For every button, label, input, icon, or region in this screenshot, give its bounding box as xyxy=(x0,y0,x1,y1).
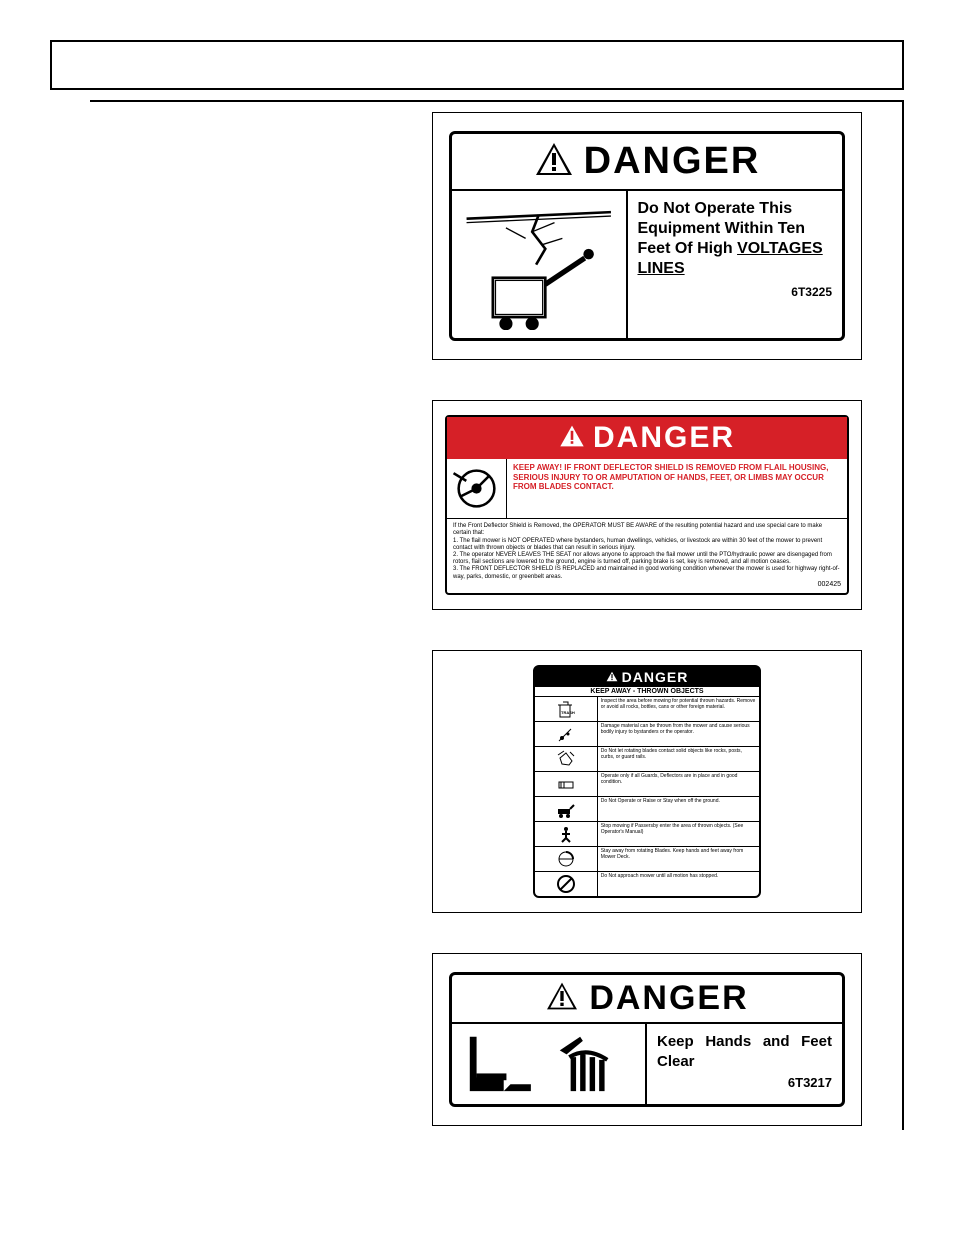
label-4-pictogram xyxy=(452,1024,647,1104)
rock-icon xyxy=(535,747,598,771)
label-3-row-4: Operate only if all Guards, Deflectors a… xyxy=(535,772,759,797)
danger-word: DANGER xyxy=(593,421,735,455)
debris-icon xyxy=(535,722,598,746)
page-header-box xyxy=(50,40,904,90)
blade-icon xyxy=(535,847,598,871)
labels-column: DANGER xyxy=(432,112,862,1126)
label-4-part-number: 6T3217 xyxy=(657,1075,832,1092)
label-2-redrow: KEEP AWAY! IF FRONT DEFLECTOR SHIELD IS … xyxy=(447,459,847,519)
alert-triangle-icon xyxy=(559,424,585,453)
label-4-body-text: Keep Hands and Feet Clear xyxy=(657,1032,832,1071)
mower-icon xyxy=(535,797,598,821)
label-2-part-number: 002425 xyxy=(453,581,841,589)
trash-icon: TRASH xyxy=(535,697,598,721)
danger-word: DANGER xyxy=(589,979,748,1018)
label-2-frame: DANGER KEEP AWAY! IF FRON xyxy=(432,400,862,610)
label-2-pictogram xyxy=(447,459,507,518)
label-1: DANGER xyxy=(449,131,845,341)
label-3-header: DANGER xyxy=(535,667,759,687)
label-3-row-8: Do Not approach mower until all motion h… xyxy=(535,872,759,896)
label-3-text-3: Do Not let rotating blades contact solid… xyxy=(598,747,759,771)
label-3-row-2: Damage material can be thrown from the m… xyxy=(535,722,759,747)
page: DANGER xyxy=(0,0,954,1235)
label-4-header: DANGER xyxy=(452,975,842,1024)
label-3-row-1: TRASH Inspect the area before mowing for… xyxy=(535,697,759,722)
stop-icon xyxy=(535,872,598,896)
label-1-header: DANGER xyxy=(452,134,842,191)
label-3-text-6: Stop mowing if Passersby enter the area … xyxy=(598,822,759,846)
label-4-body: Keep Hands and Feet Clear 6T3217 xyxy=(452,1024,842,1104)
label-3-subheader: KEEP AWAY - THROWN OBJECTS xyxy=(535,687,759,697)
label-2-item-1: 1. The flail mower is NOT OPERATED where… xyxy=(453,538,841,552)
label-1-frame: DANGER xyxy=(432,112,862,360)
alert-triangle-icon xyxy=(534,141,574,182)
svg-text:TRASH: TRASH xyxy=(561,710,575,715)
alert-triangle-icon xyxy=(545,981,579,1016)
label-3-row-6: Stop mowing if Passersby enter the area … xyxy=(535,822,759,847)
label-1-pictogram xyxy=(452,191,628,338)
label-3: DANGER KEEP AWAY - THROWN OBJECTS TRASH … xyxy=(533,665,761,898)
danger-word: DANGER xyxy=(622,669,689,685)
alert-triangle-icon xyxy=(606,669,618,685)
danger-word: DANGER xyxy=(584,140,761,183)
label-2-header: DANGER xyxy=(447,417,847,459)
label-3-text-2: Damage material can be thrown from the m… xyxy=(598,722,759,746)
label-2-intro: If the Front Deflector Shield is Removed… xyxy=(453,523,841,537)
label-1-part-number: 6T3225 xyxy=(638,285,833,300)
label-3-row-3: Do Not let rotating blades contact solid… xyxy=(535,747,759,772)
label-2-body: If the Front Deflector Shield is Removed… xyxy=(447,519,847,593)
label-3-text-4: Operate only if all Guards, Deflectors a… xyxy=(598,772,759,796)
label-3-frame: DANGER KEEP AWAY - THROWN OBJECTS TRASH … xyxy=(432,650,862,913)
label-4-frame: DANGER xyxy=(432,953,862,1126)
label-1-text: Do Not Operate This Equipment Within Ten… xyxy=(628,191,843,338)
label-2-item-3: 3. The FRONT DEFLECTOR SHIELD IS REPLACE… xyxy=(453,566,841,580)
person-icon xyxy=(535,822,598,846)
label-4-text: Keep Hands and Feet Clear 6T3217 xyxy=(647,1024,842,1104)
label-2-red-text: KEEP AWAY! IF FRONT DEFLECTOR SHIELD IS … xyxy=(507,459,847,518)
content-frame: DANGER xyxy=(90,100,904,1130)
label-3-text-8: Do Not approach mower until all motion h… xyxy=(598,872,759,896)
label-3-text-7: Stay away from rotating Blades. Keep han… xyxy=(598,847,759,871)
label-3-row-5: Do Not Operate or Raise or Stay when off… xyxy=(535,797,759,822)
label-3-row-7: Stay away from rotating Blades. Keep han… xyxy=(535,847,759,872)
label-3-text-5: Do Not Operate or Raise or Stay when off… xyxy=(598,797,759,821)
label-4: DANGER xyxy=(449,972,845,1107)
label-3-text-1: Inspect the area before mowing for poten… xyxy=(598,697,759,721)
label-2: DANGER KEEP AWAY! IF FRON xyxy=(445,415,849,595)
label-2-item-2: 2. The operator NEVER LEAVES THE SEAT no… xyxy=(453,552,841,566)
label-1-body: Do Not Operate This Equipment Within Ten… xyxy=(452,191,842,338)
guard-icon xyxy=(535,772,598,796)
